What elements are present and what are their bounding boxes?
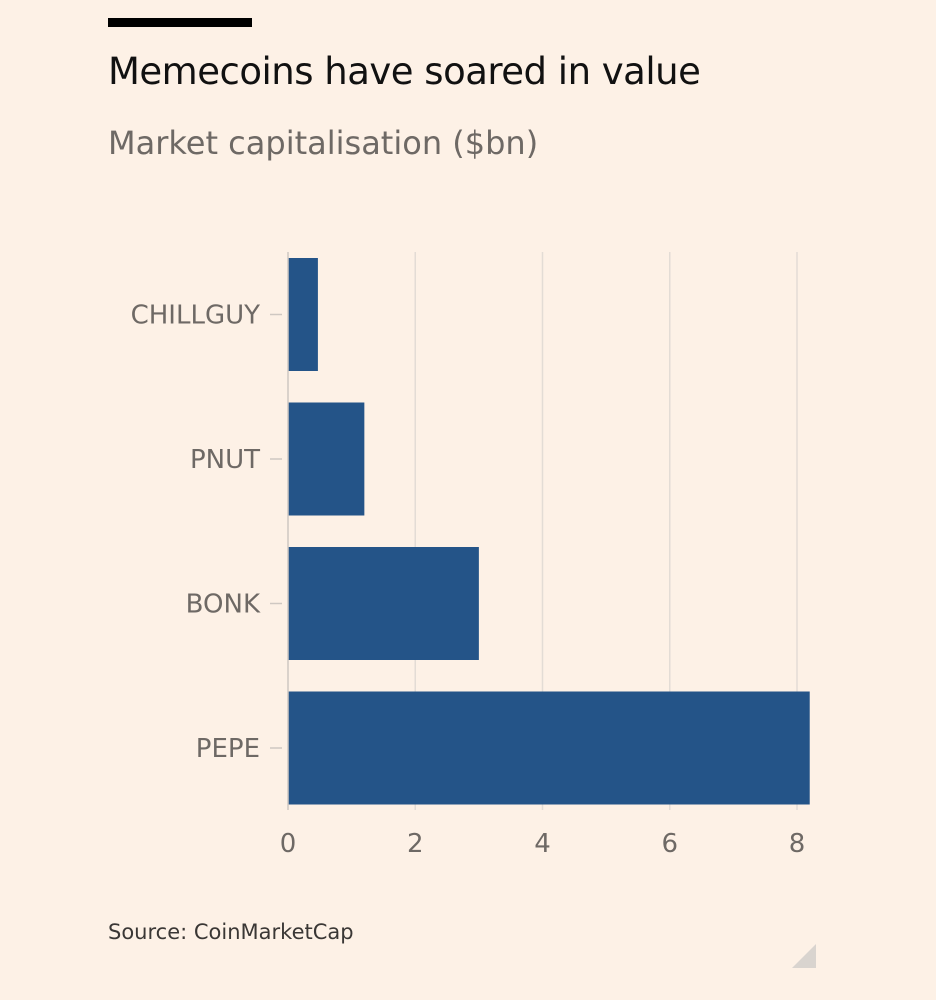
x-tick-label-2: 2 — [407, 829, 424, 859]
bar-pnut — [288, 402, 365, 516]
y-label-pepe: PEPE — [196, 734, 260, 764]
bar-bonk — [288, 547, 479, 660]
corner-resize-mark — [792, 944, 816, 968]
x-tick-label-4: 4 — [534, 829, 551, 859]
x-tick-label-0: 0 — [280, 829, 297, 859]
y-label-bonk: BONK — [186, 590, 261, 620]
chart-title: Memecoins have soared in value — [108, 50, 701, 93]
bar-pepe — [288, 691, 810, 805]
source-note: Source: CoinMarketCap — [108, 920, 354, 944]
chart-subtitle: Market capitalisation ($bn) — [108, 124, 539, 162]
x-tick-label-8: 8 — [789, 829, 806, 859]
y-label-pnut: PNUT — [190, 445, 260, 475]
bar-chart: CHILLGUY PNUT BONK PEPE 0 2 4 6 8 — [131, 252, 810, 859]
x-tick-label-6: 6 — [661, 829, 678, 859]
header-rule — [108, 18, 252, 27]
y-label-chillguy: CHILLGUY — [131, 301, 261, 331]
bar-chillguy — [288, 258, 318, 371]
